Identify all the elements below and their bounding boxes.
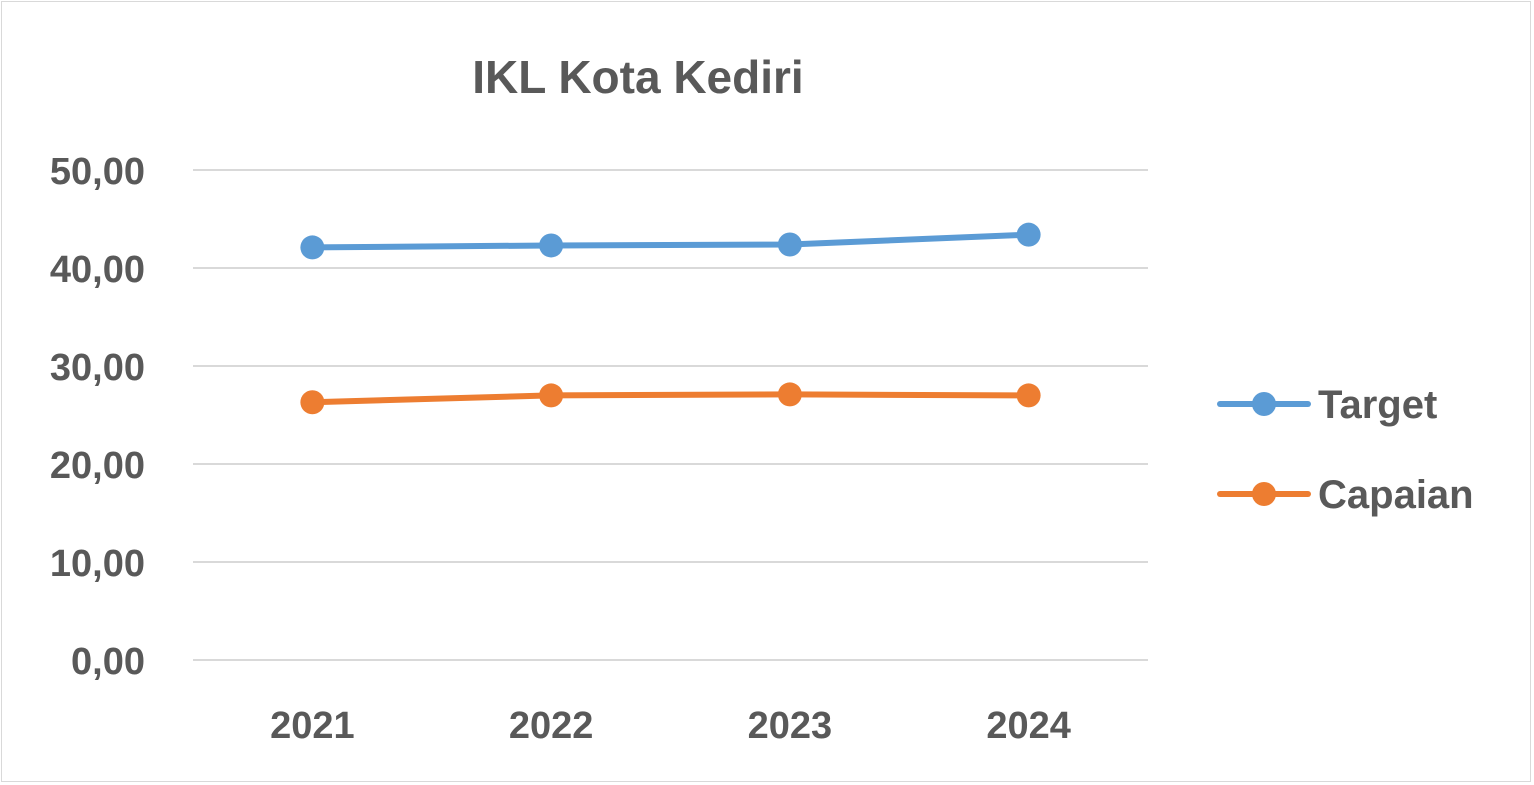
- gridlines: [193, 169, 1148, 661]
- series-group: [300, 222, 1041, 415]
- legend: Target Capaian: [1217, 383, 1474, 517]
- chart-title: IKL Kota Kediri: [472, 51, 803, 103]
- x-tick-label: 2022: [509, 705, 594, 747]
- legend-label: Target: [1318, 383, 1437, 427]
- x-tick-label: 2021: [270, 705, 355, 747]
- series-line: [309, 391, 1032, 406]
- data-point: [1016, 383, 1041, 408]
- data-point: [539, 233, 564, 258]
- series-capaian: [300, 382, 1041, 415]
- y-tick-label: 20,00: [50, 445, 145, 487]
- y-axis-ticks: 0,00 10,00 20,00 30,00 40,00 50,00: [50, 151, 145, 683]
- y-tick-label: 30,00: [50, 347, 145, 389]
- data-point: [300, 390, 325, 415]
- legend-item-target: Target: [1217, 383, 1437, 427]
- y-tick-label: 10,00: [50, 543, 145, 585]
- x-tick-label: 2023: [748, 705, 833, 747]
- data-point: [1016, 222, 1041, 247]
- series-line: [309, 231, 1032, 251]
- legend-item-capaian: Capaian: [1217, 473, 1474, 517]
- y-tick-label: 40,00: [50, 249, 145, 291]
- x-axis-ticks: 2021 2022 2023 2024: [270, 705, 1071, 747]
- data-point: [539, 383, 564, 408]
- y-tick-label: 50,00: [50, 151, 145, 193]
- data-point: [777, 382, 802, 407]
- legend-point-marker: [1252, 482, 1276, 506]
- legend-label: Capaian: [1318, 473, 1474, 517]
- y-tick-label: 0,00: [71, 641, 145, 683]
- x-tick-label: 2024: [986, 705, 1071, 747]
- series-target: [300, 222, 1041, 260]
- legend-point-marker: [1252, 392, 1276, 416]
- data-point: [300, 235, 325, 260]
- data-point: [777, 232, 802, 257]
